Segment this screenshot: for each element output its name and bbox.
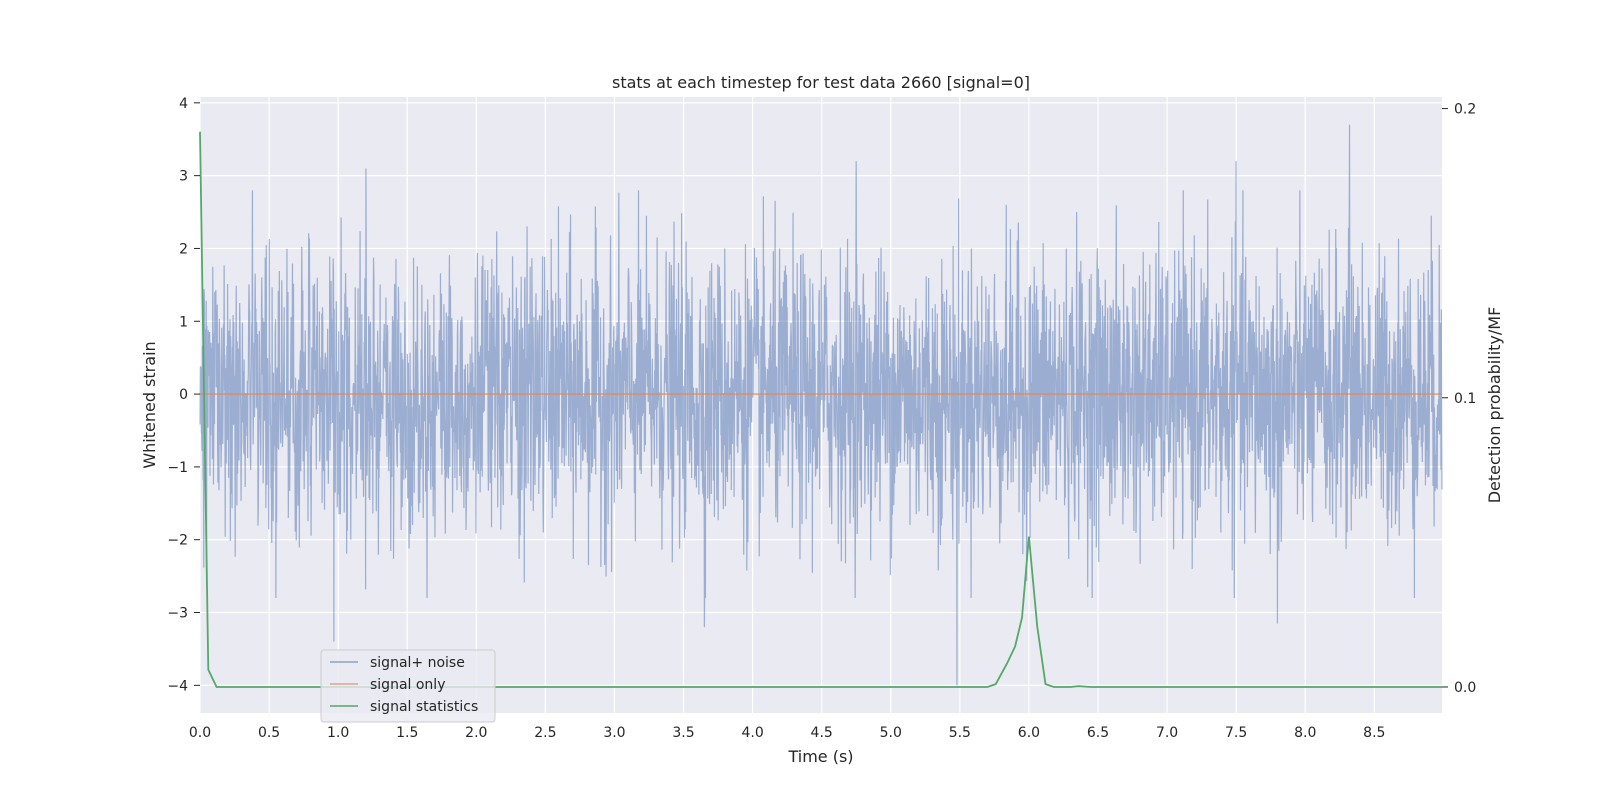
y-tick-label: −1 bbox=[167, 460, 188, 476]
x-tick-label: 7.5 bbox=[1225, 725, 1247, 741]
x-tick-label: 5.5 bbox=[949, 725, 971, 741]
y2-axis-ticks: 0.0 0.1 0.2 bbox=[1442, 102, 1476, 696]
x-tick-label: 3.0 bbox=[603, 725, 625, 741]
legend-label-stats: signal statistics bbox=[370, 699, 478, 715]
x-axis-ticks: 0.0 0.5 1.0 1.5 2.0 2.5 3.0 3.5 4.0 4.5 5.0 5.5 6.0 6… bbox=[189, 725, 1386, 741]
x-tick-label: 4.5 bbox=[811, 725, 833, 741]
y-tick-label: 0 bbox=[179, 387, 188, 403]
legend-box bbox=[320, 649, 496, 723]
signal-noise-series bbox=[199, 124, 1443, 686]
y-axis-label: Whitened strain bbox=[140, 341, 159, 468]
y2-tick-label: 0.2 bbox=[1454, 102, 1476, 118]
y-tick-label: −2 bbox=[167, 533, 188, 549]
x-tick-label: 5.0 bbox=[880, 725, 902, 741]
signal-statistics-line bbox=[199, 131, 1442, 688]
y-tick-label: 2 bbox=[179, 241, 188, 257]
x-tick-label: 8.0 bbox=[1294, 725, 1316, 741]
y-tick-label: 1 bbox=[179, 314, 188, 330]
x-tick-label: 1.0 bbox=[327, 725, 349, 741]
y2-axis-label: Detection probability/MF bbox=[1485, 307, 1504, 504]
x-tick-label: 0.0 bbox=[189, 725, 211, 741]
x-tick-label: 6.5 bbox=[1087, 725, 1109, 741]
legend: signal+ noise signal only signal statist… bbox=[320, 649, 496, 723]
signal-noise-line bbox=[199, 124, 1443, 686]
x-tick-label: 7.0 bbox=[1156, 725, 1178, 741]
x-tick-label: 1.5 bbox=[396, 725, 418, 741]
legend-label-signal: signal only bbox=[370, 677, 445, 693]
x-tick-label: 3.5 bbox=[672, 725, 694, 741]
y-tick-label: −4 bbox=[167, 678, 188, 694]
x-axis-label: Time (s) bbox=[787, 747, 853, 766]
y-tick-label: 4 bbox=[179, 96, 188, 112]
y-axis-ticks: −4 −3 −2 −1 0 1 2 3 4 bbox=[167, 96, 200, 694]
y2-tick-label: 0.0 bbox=[1454, 680, 1476, 696]
x-tick-label: 8.5 bbox=[1363, 725, 1385, 741]
chart-title: stats at each timestep for test data 266… bbox=[612, 73, 1030, 92]
legend-label-noise: signal+ noise bbox=[370, 655, 465, 671]
x-tick-label: 2.0 bbox=[465, 725, 487, 741]
y-tick-label: −3 bbox=[167, 606, 188, 622]
y2-tick-label: 0.1 bbox=[1454, 391, 1476, 407]
x-tick-label: 6.0 bbox=[1018, 725, 1040, 741]
signal-statistics-series bbox=[199, 131, 1442, 688]
y-tick-label: 3 bbox=[179, 169, 188, 185]
x-tick-label: 2.5 bbox=[534, 725, 556, 741]
x-tick-label: 0.5 bbox=[258, 725, 280, 741]
x-tick-label: 4.0 bbox=[741, 725, 763, 741]
